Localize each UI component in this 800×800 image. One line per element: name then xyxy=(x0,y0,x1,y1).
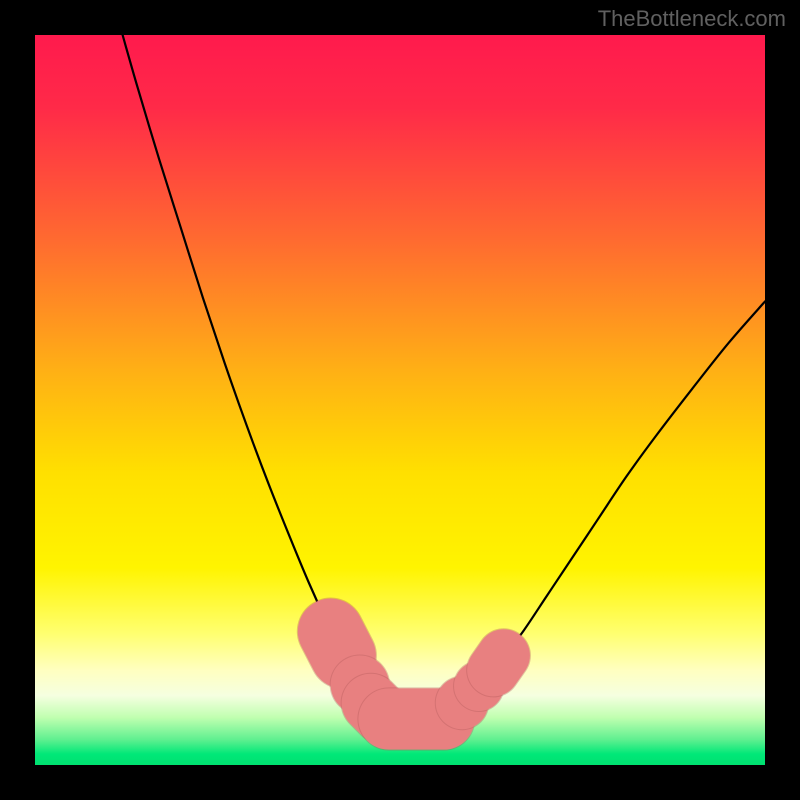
watermark-text: TheBottleneck.com xyxy=(598,6,786,32)
plot-background xyxy=(35,35,765,765)
chart-container: TheBottleneck.com xyxy=(0,0,800,800)
chart-svg xyxy=(0,0,800,800)
